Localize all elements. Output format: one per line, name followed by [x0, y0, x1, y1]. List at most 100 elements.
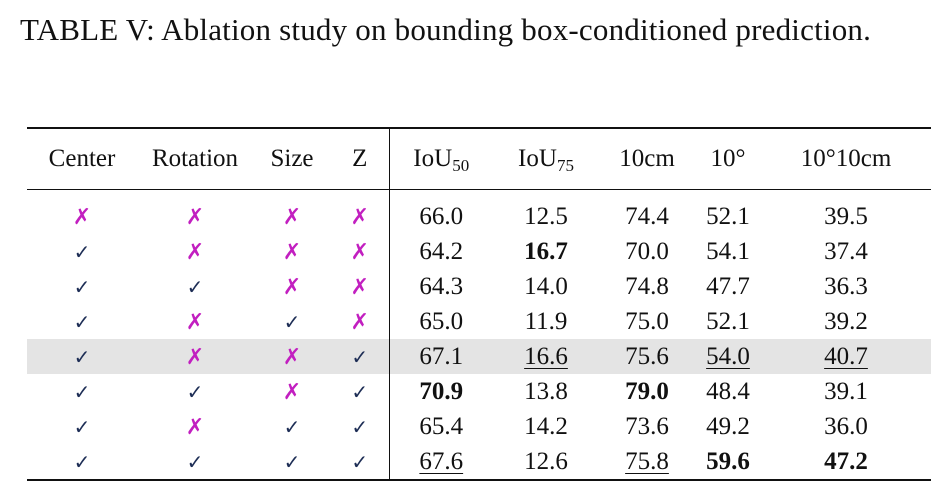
metric-value: 39.2 [824, 307, 868, 335]
metric-value: 73.6 [625, 412, 669, 440]
cross-icon: ✗ [350, 239, 369, 265]
flag-cell: ✗ [253, 374, 331, 409]
checkmark-icon: ✓ [73, 449, 91, 474]
column-header-label: IoU [413, 145, 453, 172]
checkmark-icon: ✓ [73, 414, 91, 439]
metric-value: 67.6 [419, 447, 464, 475]
flag-cell: ✗ [331, 234, 390, 269]
value-cell: 67.1 [389, 339, 493, 374]
value-cell: 16.6 [493, 339, 599, 374]
metric-value: 13.8 [524, 377, 568, 405]
table-row: ✗ ✗ ✗ ✗ 66.0 12.5 74.4 52.1 39.5 [27, 189, 931, 235]
checkmark-icon: ✓ [73, 309, 91, 334]
cross-icon: ✗ [185, 344, 205, 370]
flag-cell: ✓ [137, 444, 253, 480]
checkmark-icon: ✓ [351, 449, 369, 474]
metric-value: 65.4 [419, 412, 464, 440]
value-cell: 52.1 [695, 304, 761, 339]
metric-value: 75.8 [625, 447, 669, 475]
checkmark-icon: ✓ [73, 239, 91, 264]
metric-value: 75.0 [625, 307, 669, 335]
flag-cell: ✗ [137, 234, 253, 269]
metric-value: 75.6 [625, 342, 669, 370]
value-cell: 52.1 [695, 190, 761, 235]
checkmark-icon: ✓ [283, 309, 301, 334]
flag-cell: ✗ [331, 304, 390, 339]
flag-cell: ✗ [137, 304, 253, 339]
metric-value: 39.5 [824, 202, 868, 230]
metric-value: 39.1 [824, 377, 868, 405]
checkmark-icon: ✓ [351, 344, 369, 369]
column-header-z: Z [331, 128, 390, 190]
value-cell: 54.1 [695, 234, 761, 269]
flag-cell: ✓ [331, 339, 390, 374]
table-caption: TABLE V: Ablation study on bounding box-… [20, 12, 872, 47]
column-header-center: Center [27, 128, 137, 190]
column-header-label: Size [270, 145, 314, 172]
metric-value: 64.2 [419, 237, 464, 265]
column-header-label: 10° [710, 145, 746, 172]
metric-value: 48.4 [706, 377, 750, 405]
cross-icon: ✗ [185, 204, 205, 230]
flag-cell: ✓ [27, 269, 137, 304]
value-cell: 64.2 [389, 234, 493, 269]
value-cell: 14.2 [493, 409, 599, 444]
flag-cell: ✓ [27, 409, 137, 444]
metric-value: 52.1 [706, 307, 750, 335]
cross-icon: ✗ [350, 204, 369, 230]
value-cell: 79.0 [599, 374, 695, 409]
column-header-size: Size [253, 128, 331, 190]
checkmark-icon: ✓ [73, 379, 91, 404]
metric-value: 14.0 [524, 272, 568, 300]
cross-icon: ✗ [350, 274, 369, 300]
value-cell: 39.2 [761, 304, 931, 339]
flag-cell: ✓ [27, 374, 137, 409]
metric-value: 11.9 [524, 307, 568, 335]
flag-cell: ✗ [137, 190, 253, 235]
value-cell: 12.6 [493, 444, 599, 480]
cross-icon: ✗ [185, 239, 205, 265]
flag-cell: ✗ [253, 339, 331, 374]
cross-icon: ✗ [282, 379, 302, 405]
metric-value: 47.2 [824, 447, 868, 475]
column-header-label: Rotation [151, 145, 239, 172]
flag-cell: ✓ [331, 409, 390, 444]
metric-value: 74.4 [625, 202, 669, 230]
checkmark-icon: ✓ [186, 449, 204, 474]
value-cell: 11.9 [493, 304, 599, 339]
value-cell: 70.0 [599, 234, 695, 269]
flag-cell: ✓ [331, 374, 390, 409]
value-cell: 59.6 [695, 444, 761, 480]
flag-cell: ✓ [253, 304, 331, 339]
checkmark-icon: ✓ [351, 414, 369, 439]
table-row: ✓ ✓ ✗ ✗ 64.3 14.0 74.8 47.7 36.3 [27, 269, 931, 304]
metric-value: 36.0 [824, 412, 868, 440]
column-header-10cm: 10cm [599, 128, 695, 190]
checkmark-icon: ✓ [73, 344, 91, 369]
flag-cell: ✓ [137, 374, 253, 409]
ablation-table-container: Center Rotation Size Z IoU50 IoU75 10cm 10° 10°1… [27, 127, 931, 481]
column-header-10deg10cm: 10°10cm [761, 128, 931, 190]
cross-icon: ✗ [282, 204, 302, 230]
metric-value: 70.0 [625, 237, 669, 265]
flag-cell: ✗ [253, 269, 331, 304]
value-cell: 65.0 [389, 304, 493, 339]
flag-cell: ✓ [137, 269, 253, 304]
checkmark-icon: ✓ [73, 274, 91, 299]
metric-value: 12.5 [524, 202, 568, 230]
checkmark-icon: ✓ [283, 414, 301, 439]
metric-value: 36.3 [824, 272, 868, 300]
metric-value: 64.3 [419, 272, 464, 300]
column-header-rotation: Rotation [137, 128, 253, 190]
flag-cell: ✗ [253, 234, 331, 269]
metric-value: 67.1 [419, 342, 464, 370]
flag-cell: ✗ [331, 269, 390, 304]
metric-value: 65.0 [419, 307, 464, 335]
value-cell: 13.8 [493, 374, 599, 409]
checkmark-icon: ✓ [186, 379, 204, 404]
table-row: ✓ ✗ ✗ ✗ 64.2 16.7 70.0 54.1 37.4 [27, 234, 931, 269]
table-row: ✓ ✗ ✗ ✓ 67.1 16.6 75.6 54.0 40.7 [27, 339, 931, 374]
metric-value: 14.2 [524, 412, 568, 440]
value-cell: 39.1 [761, 374, 931, 409]
column-header-label: 10°10cm [800, 145, 892, 172]
